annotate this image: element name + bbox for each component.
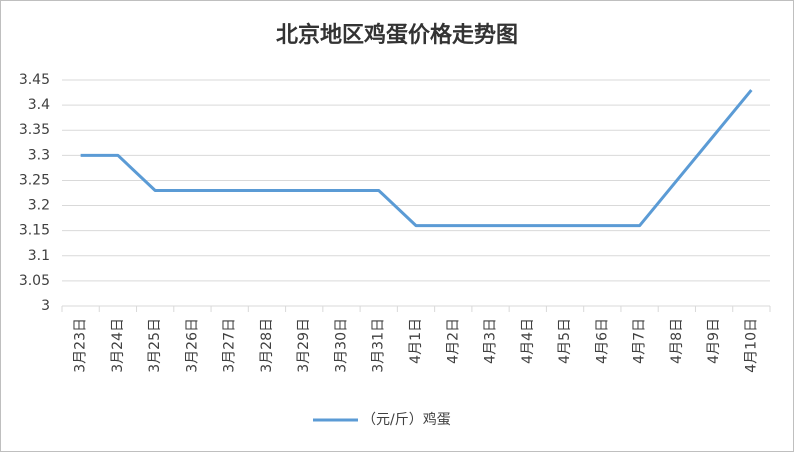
x-tick-label: 4月5日 bbox=[557, 318, 573, 364]
x-tick-label: 4月9日 bbox=[706, 318, 722, 364]
x-tick-label: 3月25日 bbox=[147, 318, 163, 373]
y-tick-label: 3 bbox=[41, 298, 50, 314]
y-tick-label: 3.2 bbox=[28, 198, 50, 214]
x-tick-label: 4月2日 bbox=[445, 318, 461, 364]
y-tick-label: 3.45 bbox=[19, 72, 50, 88]
x-tick-label: 3月27日 bbox=[222, 318, 238, 373]
x-tick-label: 4月3日 bbox=[483, 318, 499, 364]
x-tick-label: 4月1日 bbox=[408, 318, 424, 364]
x-tick-label: 3月30日 bbox=[333, 318, 349, 373]
x-tick-label: 4月8日 bbox=[669, 318, 685, 364]
x-tick-label: 3月31日 bbox=[371, 318, 387, 373]
x-tick-label: 4月7日 bbox=[632, 318, 648, 364]
y-tick-label: 3.1 bbox=[28, 248, 50, 264]
line-series bbox=[80, 89, 753, 228]
chart-title: 北京地区鸡蛋价格走势图 bbox=[276, 22, 518, 48]
x-tick-label: 4月10日 bbox=[743, 318, 759, 373]
x-tick-label: 3月26日 bbox=[184, 318, 200, 373]
x-tick-label: 3月24日 bbox=[110, 318, 126, 373]
y-tick-label: 3.3 bbox=[28, 147, 50, 163]
x-tick-label: 3月28日 bbox=[259, 318, 275, 373]
legend-label: （元/斤）鸡蛋 bbox=[362, 411, 451, 428]
x-tick-label: 3月29日 bbox=[296, 318, 312, 373]
x-tick-label: 4月6日 bbox=[594, 318, 610, 364]
y-tick-label: 3.15 bbox=[19, 223, 50, 239]
y-tick-label: 3.05 bbox=[19, 273, 50, 289]
y-tick-label: 3.4 bbox=[28, 97, 50, 113]
x-tick-label: 3月23日 bbox=[73, 318, 89, 373]
x-tick-label: 4月4日 bbox=[520, 318, 536, 364]
y-tick-label: 3.35 bbox=[19, 122, 50, 138]
y-tick-label: 3.25 bbox=[19, 172, 50, 188]
